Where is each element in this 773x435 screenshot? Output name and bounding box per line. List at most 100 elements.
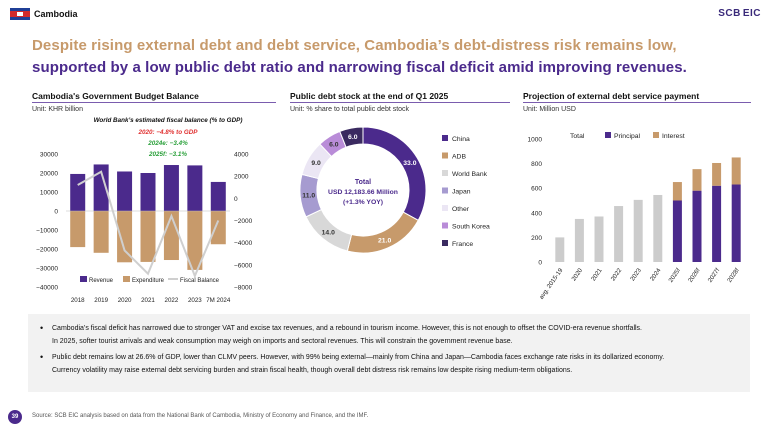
legend-label: ADB xyxy=(452,154,466,161)
legend-swatch xyxy=(442,152,448,159)
legend-swatch xyxy=(442,135,448,141)
bullet-dot-icon: • xyxy=(40,323,44,333)
donut-slice xyxy=(339,126,364,148)
interest-bar xyxy=(692,169,702,191)
y-right-tick-label: 2000 xyxy=(234,174,249,181)
legend-label-principal: Principal xyxy=(614,133,641,140)
x-tick-label: 2022 xyxy=(610,267,624,283)
total-bar xyxy=(555,237,565,262)
principal-bar xyxy=(672,200,682,262)
page-number: 39 xyxy=(8,410,22,424)
legend-swatch xyxy=(442,205,448,211)
y-left-tick-label: −10000 xyxy=(36,228,58,235)
brand-logo: SCB EIC xyxy=(718,8,761,19)
annotation-line: 2024e: −3.4% xyxy=(147,140,188,147)
legend-swatch-interest xyxy=(653,132,659,138)
total-bar xyxy=(653,194,663,262)
legend-label-total: Total xyxy=(570,133,585,140)
interest-bar xyxy=(731,157,741,185)
legend-label-interest: Interest xyxy=(662,133,685,140)
expenditure-bar xyxy=(70,211,86,248)
panel1-title: Cambodia's Government Budget Balance xyxy=(32,91,199,101)
x-tick-label: 2021 xyxy=(141,297,155,304)
x-tick-label: 2023 xyxy=(188,297,202,304)
panel2-unit: Unit: % share to total public debt stock xyxy=(290,106,410,113)
legend-label-fiscal-balance: Fiscal Balance xyxy=(180,278,220,284)
y-tick-label: 200 xyxy=(531,235,542,242)
x-tick-label: 2025f xyxy=(667,267,682,284)
panel3-title: Projection of external debt service paym… xyxy=(523,91,700,101)
revenue-bar xyxy=(93,164,109,211)
y-left-tick-label: 0 xyxy=(54,209,58,216)
revenue-bar xyxy=(140,173,156,211)
expenditure-bar xyxy=(210,211,226,245)
legend-label: Japan xyxy=(452,189,471,196)
x-tick-label: 2021 xyxy=(590,267,604,283)
source-note: Source: SCB EIC analysis based on data f… xyxy=(32,413,369,419)
expenditure-bar xyxy=(140,211,156,262)
principal-bar xyxy=(712,185,722,262)
annotation-line: 2025f: −3.1% xyxy=(148,151,187,158)
fiscal-balance-line xyxy=(77,170,220,279)
x-tick-label: avg. 2015-19 xyxy=(538,267,565,301)
note-2-line-1: Public debt remains low at 26.6% of GDP,… xyxy=(52,354,665,361)
y-left-tick-label: −40000 xyxy=(36,285,58,292)
x-tick-label: 2022 xyxy=(165,297,179,304)
legend-label: World Bank xyxy=(452,171,488,178)
legend-swatch xyxy=(442,240,448,246)
donut-slice xyxy=(346,211,419,254)
expenditure-bar xyxy=(187,211,203,270)
y-tick-label: 600 xyxy=(531,186,542,193)
legend-swatch-expenditure xyxy=(123,276,130,282)
interest-bar xyxy=(672,182,682,201)
x-tick-label: 2028f xyxy=(726,267,741,284)
revenue-bar xyxy=(117,171,133,211)
y-right-tick-label: 4000 xyxy=(234,152,249,159)
revenue-bar xyxy=(210,181,226,211)
country-label: Cambodia xyxy=(34,9,78,19)
legend-swatch xyxy=(442,222,448,229)
total-bar xyxy=(633,199,643,262)
headline-line-1: Despite rising external debt and debt se… xyxy=(32,37,677,54)
debt-service-chart: 0 200 400 600 800 1000 avg. 2015-19 2020 2021 202… xyxy=(528,132,741,301)
y-tick-label: 800 xyxy=(531,161,542,168)
x-tick-label: 2024 xyxy=(649,267,663,283)
legend-swatch-revenue xyxy=(80,276,87,282)
donut-center-change: (+1.3% YOY) xyxy=(343,199,383,206)
x-tick-label: 2019 xyxy=(94,297,108,304)
panel2-title: Public debt stock at the end of Q1 2025 xyxy=(290,91,449,101)
slice-value-label: 21.0 xyxy=(378,238,391,245)
y-left-tick-label: −30000 xyxy=(36,266,58,273)
y-right-tick-label: −2000 xyxy=(234,218,253,225)
x-tick-label: 2026f xyxy=(687,267,702,284)
budget-balance-chart: 3000020000100000−10000−20000−30000−40000… xyxy=(36,117,253,304)
note-bullet-1: • Cambodia’s fiscal deficit has narrowed… xyxy=(40,322,740,348)
x-tick-label: 2020 xyxy=(570,267,584,283)
x-tick-label: 2020 xyxy=(118,297,132,304)
public-debt-donut-chart: 33.0 21.0 14.0 11.0 9.0 6.0 6.0 Total USD 12,183… xyxy=(299,126,490,254)
legend-label: Other xyxy=(452,206,470,213)
notes-box: • Cambodia’s fiscal deficit has narrowed… xyxy=(28,314,750,392)
revenue-bar xyxy=(163,165,179,211)
note-2-line-2: Currency volatility may raise external d… xyxy=(52,367,573,374)
annotation-title: World Bank’s estimated fiscal balance (%… xyxy=(94,117,243,124)
donut-center-total: USD 12,183.66 Million xyxy=(328,189,398,196)
annotation-line: 2020: −4.8% to GDP xyxy=(138,129,199,136)
country-tag: Cambodia xyxy=(10,8,78,20)
total-bar xyxy=(574,218,584,262)
slice-value-label: 33.0 xyxy=(403,160,416,167)
revenue-bar xyxy=(187,165,203,211)
y-tick-label: 400 xyxy=(531,210,542,217)
panel1-unit: Unit: KHR billion xyxy=(32,106,83,113)
revenue-bar xyxy=(70,173,86,211)
y-left-tick-label: 10000 xyxy=(40,190,58,197)
donut-slice xyxy=(362,126,427,222)
x-tick-label: 7M 2024 xyxy=(206,297,231,304)
total-bar xyxy=(594,216,604,262)
total-bar xyxy=(614,206,624,262)
note-bullet-2: • Public debt remains low at 26.6% of GD… xyxy=(40,351,740,377)
logo-main: SCB xyxy=(718,8,741,19)
y-left-tick-label: 30000 xyxy=(40,152,58,159)
x-tick-label: 2018 xyxy=(71,297,85,304)
legend-label-expenditure: Expenditure xyxy=(132,278,165,284)
